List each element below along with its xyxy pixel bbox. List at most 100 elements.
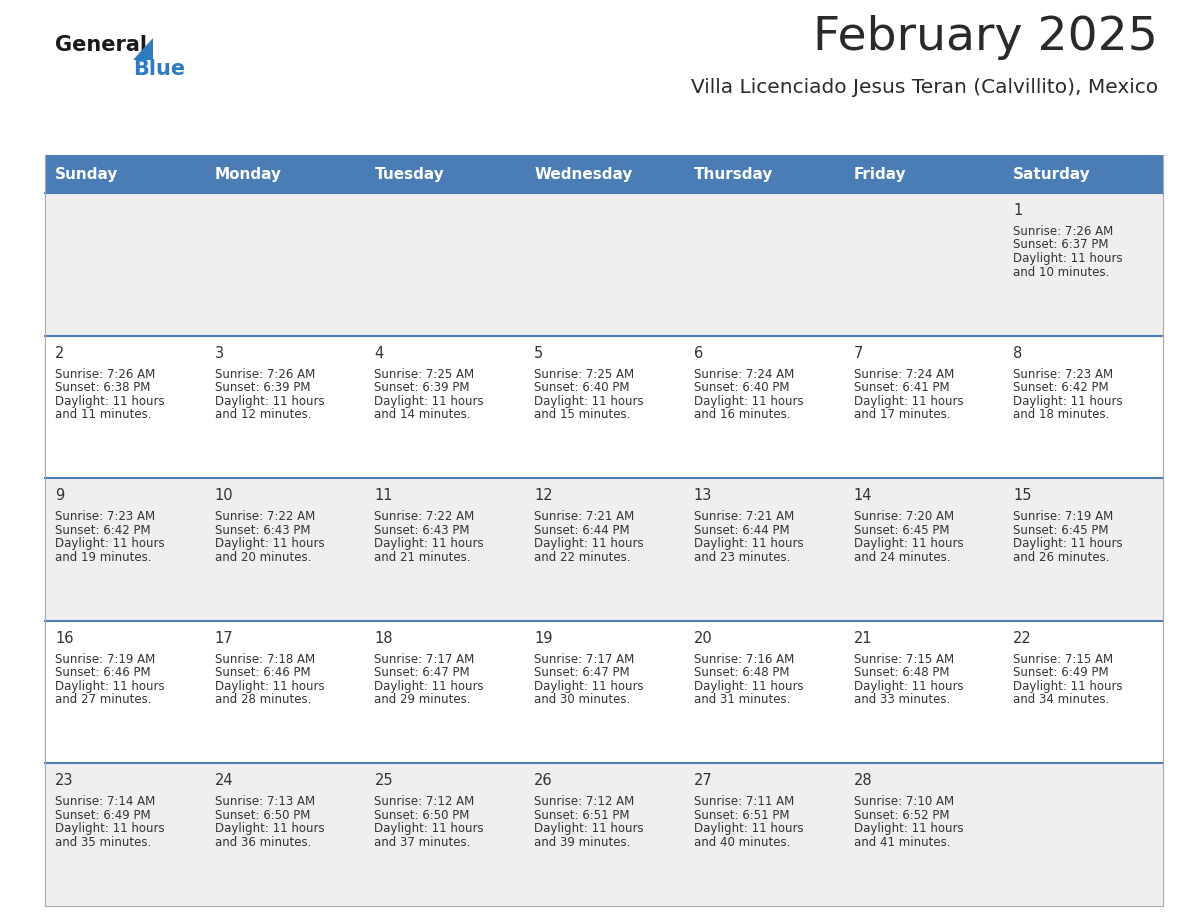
Text: Sunday: Sunday [55,166,119,182]
Text: Sunset: 6:43 PM: Sunset: 6:43 PM [215,523,310,537]
Text: Daylight: 11 hours: Daylight: 11 hours [1013,537,1123,550]
Text: and 37 minutes.: and 37 minutes. [374,836,470,849]
Text: Daylight: 11 hours: Daylight: 11 hours [55,537,165,550]
Text: Wednesday: Wednesday [535,166,632,182]
Text: Sunrise: 7:26 AM: Sunrise: 7:26 AM [215,367,315,381]
Text: Sunrise: 7:18 AM: Sunrise: 7:18 AM [215,653,315,666]
Text: and 30 minutes.: and 30 minutes. [535,693,631,706]
Text: Sunset: 6:50 PM: Sunset: 6:50 PM [215,809,310,822]
Text: Sunrise: 7:11 AM: Sunrise: 7:11 AM [694,795,794,809]
Text: and 22 minutes.: and 22 minutes. [535,551,631,564]
Text: Sunrise: 7:26 AM: Sunrise: 7:26 AM [1013,225,1113,238]
Text: Daylight: 11 hours: Daylight: 11 hours [853,823,963,835]
Text: Daylight: 11 hours: Daylight: 11 hours [55,395,165,408]
Text: Sunrise: 7:24 AM: Sunrise: 7:24 AM [853,367,954,381]
Text: Daylight: 11 hours: Daylight: 11 hours [215,537,324,550]
Text: 28: 28 [853,773,872,789]
Text: 13: 13 [694,488,713,503]
Text: Sunrise: 7:17 AM: Sunrise: 7:17 AM [374,653,475,666]
Text: Sunrise: 7:21 AM: Sunrise: 7:21 AM [694,510,794,523]
Text: Sunset: 6:45 PM: Sunset: 6:45 PM [1013,523,1108,537]
Text: 3: 3 [215,345,223,361]
Text: Sunset: 6:46 PM: Sunset: 6:46 PM [55,666,151,679]
Bar [45,193,1163,336]
Text: 14: 14 [853,488,872,503]
Text: and 35 minutes.: and 35 minutes. [55,836,151,849]
Text: and 36 minutes.: and 36 minutes. [215,836,311,849]
Text: 7: 7 [853,345,862,361]
Text: Sunset: 6:51 PM: Sunset: 6:51 PM [535,809,630,822]
Text: Sunset: 6:44 PM: Sunset: 6:44 PM [535,523,630,537]
Text: Sunrise: 7:19 AM: Sunrise: 7:19 AM [55,653,156,666]
Text: Sunrise: 7:22 AM: Sunrise: 7:22 AM [215,510,315,523]
Text: Villa Licenciado Jesus Teran (Calvillito), Mexico: Villa Licenciado Jesus Teran (Calvillito… [691,78,1158,97]
Text: Daylight: 11 hours: Daylight: 11 hours [215,680,324,693]
Text: Sunrise: 7:20 AM: Sunrise: 7:20 AM [853,510,954,523]
Text: Sunrise: 7:24 AM: Sunrise: 7:24 AM [694,367,794,381]
Text: Sunset: 6:47 PM: Sunset: 6:47 PM [535,666,630,679]
Text: and 10 minutes.: and 10 minutes. [1013,265,1110,278]
Text: and 24 minutes.: and 24 minutes. [853,551,950,564]
Text: Sunrise: 7:16 AM: Sunrise: 7:16 AM [694,653,794,666]
Text: and 16 minutes.: and 16 minutes. [694,409,790,421]
Text: Sunset: 6:40 PM: Sunset: 6:40 PM [694,381,789,394]
Text: Daylight: 11 hours: Daylight: 11 hours [215,823,324,835]
Text: General: General [55,35,147,55]
Text: and 26 minutes.: and 26 minutes. [1013,551,1110,564]
Text: Sunrise: 7:12 AM: Sunrise: 7:12 AM [374,795,475,809]
Text: Daylight: 11 hours: Daylight: 11 hours [853,680,963,693]
Text: Sunset: 6:52 PM: Sunset: 6:52 PM [853,809,949,822]
Text: Daylight: 11 hours: Daylight: 11 hours [535,537,644,550]
Text: Sunset: 6:37 PM: Sunset: 6:37 PM [1013,239,1108,252]
Polygon shape [133,38,153,60]
Text: Daylight: 11 hours: Daylight: 11 hours [1013,395,1123,408]
Text: Sunrise: 7:10 AM: Sunrise: 7:10 AM [853,795,954,809]
Text: 9: 9 [55,488,64,503]
Text: Daylight: 11 hours: Daylight: 11 hours [1013,680,1123,693]
Text: 4: 4 [374,345,384,361]
Text: 24: 24 [215,773,233,789]
Text: Daylight: 11 hours: Daylight: 11 hours [1013,252,1123,265]
Text: February 2025: February 2025 [813,15,1158,60]
Text: and 28 minutes.: and 28 minutes. [215,693,311,706]
Text: and 27 minutes.: and 27 minutes. [55,693,152,706]
Text: Sunset: 6:47 PM: Sunset: 6:47 PM [374,666,470,679]
Text: Saturday: Saturday [1013,166,1091,182]
Text: 11: 11 [374,488,393,503]
Text: Daylight: 11 hours: Daylight: 11 hours [535,395,644,408]
Text: 22: 22 [1013,631,1032,645]
Text: Daylight: 11 hours: Daylight: 11 hours [374,680,484,693]
Text: and 17 minutes.: and 17 minutes. [853,409,950,421]
Text: 23: 23 [55,773,74,789]
Text: Daylight: 11 hours: Daylight: 11 hours [215,395,324,408]
Text: Sunrise: 7:17 AM: Sunrise: 7:17 AM [535,653,634,666]
Text: and 39 minutes.: and 39 minutes. [535,836,631,849]
Text: and 23 minutes.: and 23 minutes. [694,551,790,564]
Text: 5: 5 [535,345,543,361]
Text: and 18 minutes.: and 18 minutes. [1013,409,1110,421]
Text: Daylight: 11 hours: Daylight: 11 hours [853,537,963,550]
Text: Sunset: 6:49 PM: Sunset: 6:49 PM [55,809,151,822]
Text: Blue: Blue [133,59,185,79]
Text: Sunrise: 7:14 AM: Sunrise: 7:14 AM [55,795,156,809]
Text: Daylight: 11 hours: Daylight: 11 hours [535,680,644,693]
Text: Sunset: 6:40 PM: Sunset: 6:40 PM [535,381,630,394]
Text: 26: 26 [535,773,552,789]
Text: Sunrise: 7:23 AM: Sunrise: 7:23 AM [1013,367,1113,381]
Text: Daylight: 11 hours: Daylight: 11 hours [374,823,484,835]
Text: Sunset: 6:49 PM: Sunset: 6:49 PM [1013,666,1108,679]
Text: 19: 19 [535,631,552,645]
Text: Sunset: 6:38 PM: Sunset: 6:38 PM [55,381,151,394]
Bar [45,621,1163,764]
Text: and 11 minutes.: and 11 minutes. [55,409,152,421]
Text: 20: 20 [694,631,713,645]
Text: Sunset: 6:42 PM: Sunset: 6:42 PM [55,523,151,537]
Text: 6: 6 [694,345,703,361]
Text: Sunrise: 7:12 AM: Sunrise: 7:12 AM [535,795,634,809]
Text: Daylight: 11 hours: Daylight: 11 hours [55,823,165,835]
Text: 8: 8 [1013,345,1023,361]
Text: Monday: Monday [215,166,282,182]
Text: 18: 18 [374,631,393,645]
Text: and 19 minutes.: and 19 minutes. [55,551,152,564]
Text: and 33 minutes.: and 33 minutes. [853,693,950,706]
